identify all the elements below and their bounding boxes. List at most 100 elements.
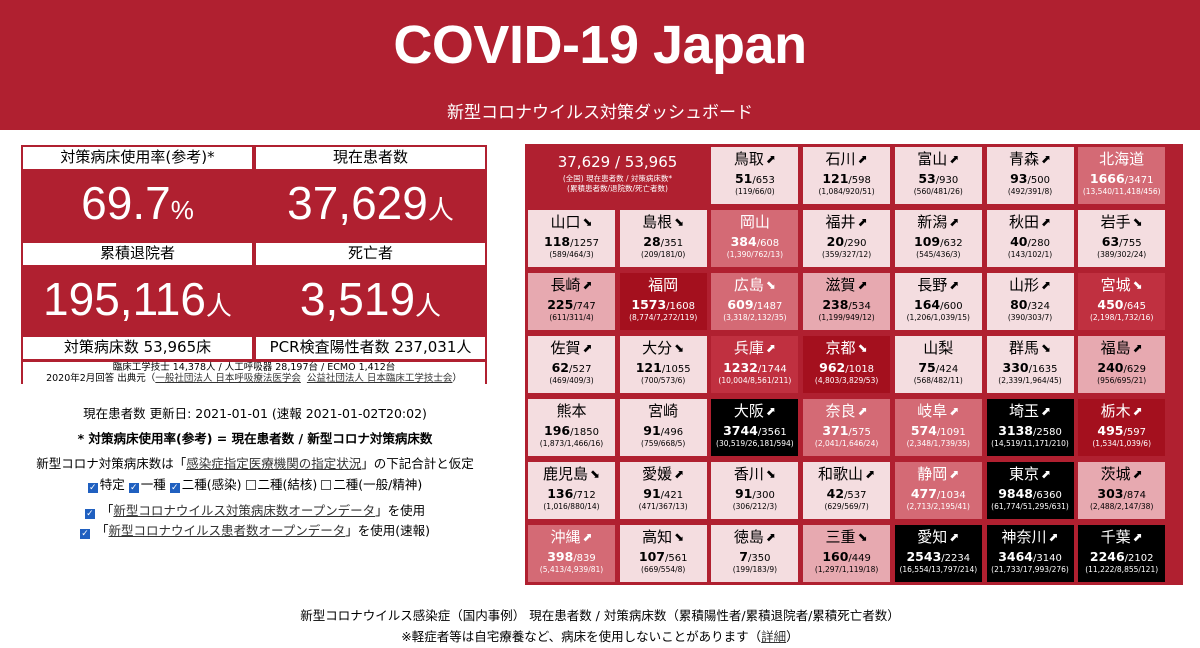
checkbox-tokutei[interactable]: ✓ 特定 [87,477,125,493]
prefecture-tile[interactable]: 兵庫 ⬈ 1232/1744 (10,004/8,561/211) [711,336,799,393]
prefecture-tile[interactable]: 長崎 ⬈ 225/747 (611/311/4) [528,273,615,330]
prefecture-tile[interactable]: 三重 ⬊ 160/449 (1,297/1,119/18) [803,525,891,582]
prefecture-tile[interactable]: 島根 ⬊ 28/351 (209/181/0) [619,210,707,267]
prefecture-values: 91/300 [711,487,798,502]
checkbox-icon[interactable]: ✓ [169,483,180,493]
prefecture-name-text: 福島 [1100,339,1131,357]
prefecture-tile[interactable]: 栃木 ⬈ 495/597 (1,534/1,039/6) [1078,399,1166,456]
prefecture-tile[interactable]: 宮崎 91/496 (759/668/5) [619,399,707,456]
prefecture-name: 大分 ⬊ [620,340,707,357]
prefecture-tile[interactable]: 茨城 ⬈ 303/874 (2,488/2,147/38) [1078,462,1166,519]
prefecture-tile[interactable]: 京都 ⬊ 962/1018 (4,803/3,829/53) [803,336,891,393]
prefecture-name: 福島 ⬈ [1078,340,1165,357]
prefecture-tile[interactable]: 岡山 384/608 (1,390/762/13) [711,210,799,267]
prefecture-tile[interactable]: 長野 ⬈ 164/600 (1,206/1,039/15) [894,273,982,330]
source-link-jsrcm[interactable]: 一般社団法人 日本呼吸療法医学会 [155,373,301,384]
checkbox-isshu[interactable]: ✓ 一種 [128,477,166,493]
pcr-positive-label: PCR検査陽性者数 237,031人 [256,337,485,359]
prefecture-tile[interactable]: 福井 ⬈ 20/290 (359/327/12) [803,210,891,267]
prefecture-tile[interactable]: 奈良 ⬈ 371/575 (2,041/1,646/24) [803,399,891,456]
prefecture-tile[interactable]: 秋田 ⬈ 40/280 (143/102/1) [986,210,1074,267]
prefecture-tile[interactable]: 徳島 ⬈ 7/350 (199/183/9) [711,525,799,582]
cumulative-stats: (389/302/24) [1097,250,1147,259]
prefecture-tile[interactable]: 東京 ⬈ 9848/6360 (61,774/51,295/631) [986,462,1074,519]
prefecture-values: 40/280 [987,235,1074,250]
prefecture-values: 28/351 [620,235,707,250]
prefecture-tile[interactable]: 鹿児島 ⬊ 136/712 (1,016/880/14) [528,462,615,519]
prefecture-tile[interactable]: 和歌山 ⬈ 42/537 (629/569/7) [803,462,891,519]
designation-status-link[interactable]: 感染症指定医療機関の指定状況 [186,456,362,471]
current-patients: 1573 [631,297,667,312]
checkbox-nishu-kekkaku[interactable]: 二種(結核) [245,477,317,492]
prefecture-tile[interactable]: 山梨 75/424 (568/482/11) [894,336,982,393]
prefecture-tile[interactable]: 福岡 1573/1608 (8,774/7,272/119) [619,273,707,330]
cumulative-stats: (2,348/1,739/35) [906,439,970,448]
trend-up-icon: ⬈ [582,341,593,355]
prefecture-tile[interactable]: 山口 ⬊ 118/1257 (589/464/3) [528,210,615,267]
bed-count: /3140 [1032,553,1062,564]
cumulative-stats: (2,041/1,646/24) [814,439,879,448]
prefecture-tile[interactable]: 青森 ⬈ 93/500 (492/391/8) [986,147,1074,204]
checkbox-nishu-ippan[interactable]: 二種(一般/精神) [321,477,422,492]
prefecture-tile[interactable]: 神奈川 ⬈ 3464/3140 (21,733/17,993/276) [986,525,1074,582]
checkbox-icon[interactable]: ✓ [79,529,90,539]
prefecture-tile[interactable]: 熊本 196/1850 (1,873/1,466/16) [528,399,615,456]
prefecture-tile[interactable]: 佐賀 ⬈ 62/527 (469/409/3) [528,336,615,393]
prefecture-name-text: 新潟 [917,213,948,231]
checkbox-icon[interactable]: ✓ [128,483,139,493]
checkbox-nishu-kansen[interactable]: ✓ 二種(感染) [169,477,242,493]
prefecture-tile[interactable]: 石川 ⬈ 121/598 (1,084/920/51) [803,147,891,204]
prefecture-name-text: 熊本 [556,402,587,420]
trend-up-icon: ⬈ [1132,341,1143,355]
prefecture-name: 石川 ⬈ [803,151,890,168]
source-link-jacet[interactable]: 公益社団法人 日本臨床工学技士会 [306,373,453,384]
beds-open-data-link[interactable]: 新型コロナウイルス対策病床数オープンデータ [113,503,376,518]
prefecture-tile[interactable]: 富山 ⬈ 53/930 (560/481/26) [894,147,982,204]
prefecture-tile[interactable]: 山形 ⬈ 80/324 (390/303/7) [986,273,1074,330]
checkbox-icon[interactable]: ✓ [87,483,98,493]
prefecture-tile[interactable]: 群馬 ⬊ 330/1635 (2,339/1,964/45) [986,336,1074,393]
person-unit: 人 [205,291,232,321]
prefecture-tile[interactable]: 千葉 ⬈ 2246/2102 (11,222/8,855/121) [1078,525,1166,582]
prefecture-tile[interactable]: 沖縄 ⬈ 398/839 (5,413/4,939/81) [528,525,615,582]
beds-source-note: 新型コロナ対策病床数は「感染症指定医療機関の指定状況」の下記合計と仮定 [0,453,510,472]
checkbox-icon[interactable] [321,480,332,490]
current-patients: 160 [822,549,849,564]
cumulative-stats: (469/409/3) [549,376,594,385]
prefecture-tile[interactable]: 愛知 ⬈ 2543/2234 (16,554/13,797/214) [894,525,982,582]
bed-count: /449 [848,553,871,564]
prefecture-tile[interactable]: 静岡 ⬈ 477/1034 (2,713/2,195/41) [894,462,982,519]
prefecture-tile[interactable]: 岐阜 ⬈ 574/1091 (2,348/1,739/35) [894,399,982,456]
prefecture-tile[interactable]: 埼玉 ⬈ 3138/2580 (14,519/11,171/210) [986,399,1074,456]
prefecture-tile[interactable]: 高知 ⬊ 107/561 (669/554/8) [619,525,707,582]
prefecture-tile[interactable]: 新潟 ⬈ 109/632 (545/436/3) [894,210,982,267]
prefecture-tile[interactable]: 香川 ⬊ 91/300 (306/212/3) [711,462,799,519]
checkbox-icon[interactable]: ✓ [84,509,95,519]
patients-open-data-link[interactable]: 新型コロナウイルス患者数オープンデータ [108,523,346,538]
prefecture-values: 3464/3140 [987,550,1074,565]
checkbox-icon[interactable] [245,480,256,490]
prefecture-tile[interactable]: 大分 ⬊ 121/1055 (700/573/6) [619,336,707,393]
cumulative-stats: (2,488/2,147/38) [1089,502,1154,511]
prefecture-tile[interactable]: 福島 ⬈ 240/629 (956/695/21) [1078,336,1166,393]
prefecture-name: 神奈川 ⬈ [987,529,1074,546]
national-current-beds: 37,629 / 53,965 [557,153,678,171]
trend-down-icon: ⬊ [857,530,868,544]
current-patients: 450 [1097,297,1124,312]
bed-count: /421 [660,490,684,501]
prefecture-tile[interactable]: 愛媛 ⬈ 91/421 (471/367/13) [619,462,707,519]
prefecture-name: 岡山 [711,214,798,231]
prefecture-tile[interactable]: 北海道 1666/3471 (13,540/11,418/456) [1078,147,1166,204]
cumulative-stats: (471/367/13) [638,502,688,511]
prefecture-name-text: 山梨 [923,339,954,357]
prefecture-tile[interactable]: 岩手 ⬊ 63/755 (389/302/24) [1078,210,1166,267]
prefecture-tile[interactable]: 鳥取 ⬈ 51/653 (119/66/0) [711,147,799,204]
details-link[interactable]: 詳細 [761,629,787,644]
bed-count: /930 [935,175,959,186]
prefecture-tile[interactable]: 広島 ⬊ 609/1487 (3,318/2,132/35) [711,273,799,330]
prefecture-tile[interactable]: 滋賀 ⬈ 238/534 (1,199/949/12) [803,273,891,330]
prefecture-tile[interactable]: 宮城 ⬊ 450/645 (2,198/1,732/16) [1078,273,1166,330]
prefecture-tile[interactable]: 大阪 ⬈ 3744/3561 (30,519/26,181/594) [711,399,799,456]
beds-prefix: 新型コロナ対策病床数は「 [36,456,187,471]
prefecture-values: 91/496 [620,424,707,439]
